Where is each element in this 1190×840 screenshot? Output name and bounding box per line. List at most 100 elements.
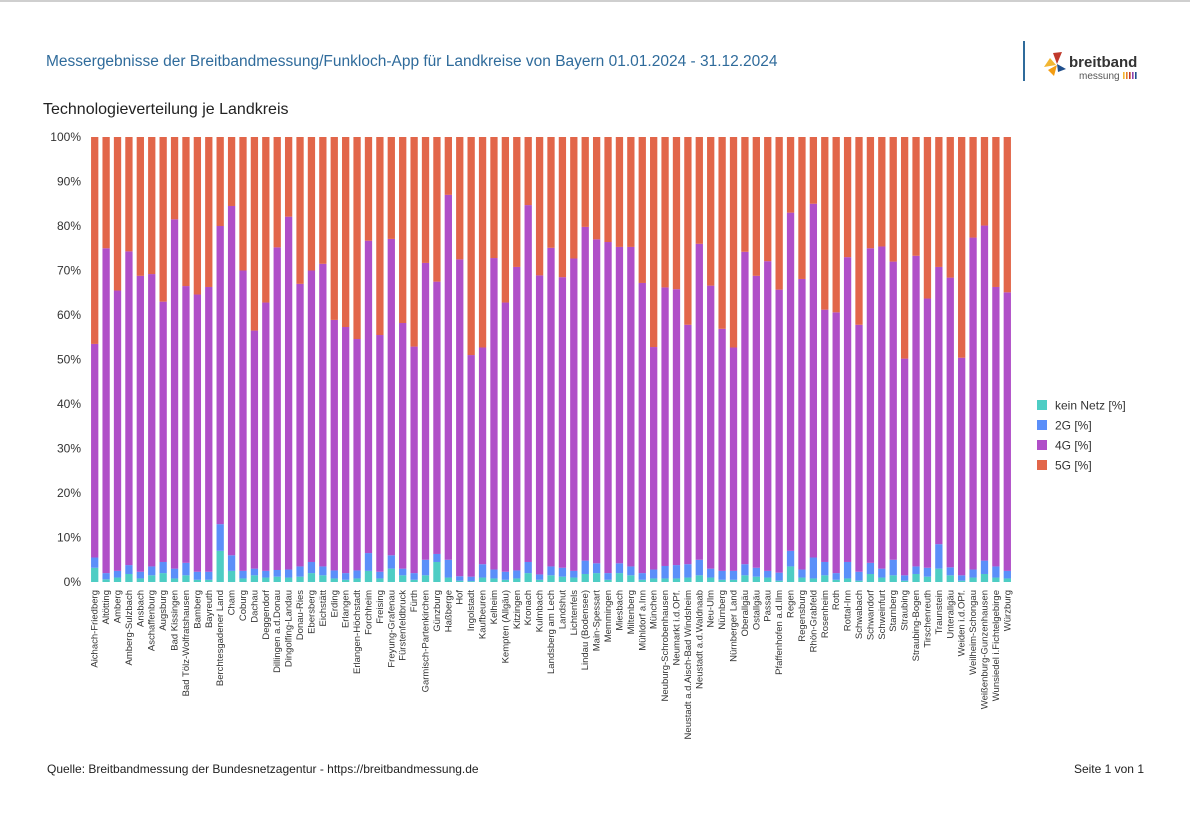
bar-5g-neuburg-schrobenhausen [661,137,669,288]
bar-kein-netz-ansbach [136,578,144,582]
bar-5g-dingolfing-landau [284,137,293,217]
bar-4g-kulmbach [535,275,544,575]
bar-5g-bad-tolz-wolfratshausen [182,137,190,287]
bar-kein-netz-coburg [239,578,247,582]
bar-5g-wurzburg [1003,137,1011,293]
bar-4g-kaufbeuren [478,347,487,565]
bar-kein-netz-ha-berge [444,577,452,582]
y-tick-label: 10% [57,531,81,545]
bar-4g-dillingen-a-d-donau [273,247,281,570]
x-tick-label-gunzburg: Günzburg [432,590,443,632]
bar-4g-coburg [239,270,247,571]
x-tick-label-straubing: Straubing [900,590,911,631]
bar-5g-amberg-sulzbach [125,137,133,252]
bar-kein-netz-weilheim-schongau [969,577,977,582]
bar-kein-netz-neuburg-schrobenhausen [661,578,669,582]
bar-5g-roth [832,137,840,313]
bar-2g-regen [786,550,795,567]
bar-2g-rosenheim [821,561,829,576]
bar-5g-bamberg [193,137,202,295]
bar-kein-netz-garmisch-partenkirchen [421,575,430,582]
x-tick-label-furstenfeldbruck: Fürstenfeldbruck [398,590,409,661]
bar-4g-ansbach [136,275,144,572]
bar-kein-netz-erlangen [342,579,350,582]
logo-star-icon [1044,52,1066,76]
bar-kein-netz-wunsiedel-i-fichtelgebirge [992,577,1000,582]
bar-4g-ebersberg [307,270,316,562]
x-tick-label-kelheim: Kelheim [489,590,500,624]
x-tick-label-bad-tolz-wolfratshausen: Bad Tölz-Wolfratshausen [181,590,192,696]
bar-kein-netz-schwandorf [866,573,875,582]
bar-2g-freyung-grafenau [387,555,395,569]
bar-kein-netz-lichtenfels [570,577,578,582]
y-tick-label: 40% [57,397,81,411]
bar-5g-kelheim [490,137,498,259]
bar-kein-netz-regensburg [798,577,806,582]
x-tick-label-miesbach: Miesbach [614,590,625,631]
x-tick-label-nurnberger-land: Nürnberger Land [729,590,740,662]
x-tick-label-cham: Cham [227,590,238,615]
bar-2g-nurnberg [718,570,726,580]
bar-2g-coburg [239,570,247,579]
bar-kein-netz-kulmbach [535,579,544,582]
bar-kein-netz-landshut [558,576,567,582]
x-tick-label-erlangen-hochstadt: Erlangen-Höchstadt [352,590,363,674]
bar-5g-kaufbeuren [478,137,487,348]
bar-kein-netz-tirschenreuth [923,576,932,582]
legend-label-4g: 4G [%] [1055,439,1092,453]
bar-2g-wei-enburg-gunzenhausen [980,560,989,574]
bar-4g-bad-kissingen [170,219,179,569]
bar-5g-eichstatt [319,137,327,264]
logo-subtext: messung [1079,71,1120,82]
x-tick-label-starnberg: Starnberg [888,590,899,632]
bar-kein-netz-memmingen [604,579,612,582]
bar-kein-netz-miesbach [615,573,624,582]
bar-kein-netz-forchheim [364,570,373,583]
bar-4g-rhon-grabfeld [809,203,818,558]
bar-4g-garmisch-partenkirchen [421,262,430,560]
bar-4g-wei-enburg-gunzenhausen [980,225,989,561]
bar-4g-forchheim [364,240,373,554]
bar-2g-bayreuth [205,571,213,580]
bar-4g-rottal-inn [843,257,852,562]
bar-kein-netz-augsburg [159,573,167,582]
bar-4g-lichtenfels [570,258,578,571]
bar-kein-netz-cham [227,570,236,583]
bar-4g-furstenfeldbruck [399,323,407,569]
bar-5g-coburg [239,137,247,271]
bar-kein-netz-kitzingen [513,578,521,582]
bar-kein-netz-gunzburg [433,561,441,582]
x-tick-label-dingolfing-landau: Dingolfing-Landau [284,590,295,667]
bar-4g-tirschenreuth [923,298,932,568]
bar-kein-netz-freising [376,578,384,582]
x-tick-label-passau: Passau [763,590,774,622]
bar-2g-bad-kissingen [170,568,179,579]
bar-kein-netz-bayreuth [205,579,213,582]
x-tick-label-altotting: Altötting [101,590,112,624]
bar-2g-kelheim [490,569,498,579]
bar-5g-aschaffenburg [148,137,156,275]
x-tick-label-weilheim-schongau: Weilheim-Schongau [968,590,979,675]
bar-4g-nurnberg [718,328,726,571]
bar-kein-netz-neustadt-a-d-waldnaab [695,575,703,582]
bar-5g-memmingen [604,137,612,243]
y-tick-label: 20% [57,486,81,500]
x-tick-label-traunstein: Traunstein [934,590,945,635]
bar-2g-passau [764,570,772,578]
bar-4g-unterallgau [946,277,954,568]
x-tick-label-muhldorf-a-inn: Mühldorf a.Inn [637,590,648,651]
bar-5g-neustadt-a-d-waldnaab [695,137,703,244]
x-tick-label-lichtenfels: Lichtenfels [569,590,580,636]
bar-4g-kempten-allgau [501,302,510,572]
bar-4g-altotting [102,248,110,574]
bar-2g-bad-tolz-wolfratshausen [182,562,190,576]
bar-2g-nurnberger-land [729,570,738,580]
legend-label-5g: 5G [%] [1055,459,1092,473]
bar-kein-netz-ostallgau [752,576,760,582]
bar-4g-starnberg [889,261,897,560]
bar-kein-netz-deggendorf [262,577,270,582]
bar-4g-bayreuth [205,286,213,572]
bar-5g-straubing [900,137,909,359]
bar-2g-amberg [113,570,122,578]
bar-2g-garmisch-partenkirchen [421,559,430,576]
